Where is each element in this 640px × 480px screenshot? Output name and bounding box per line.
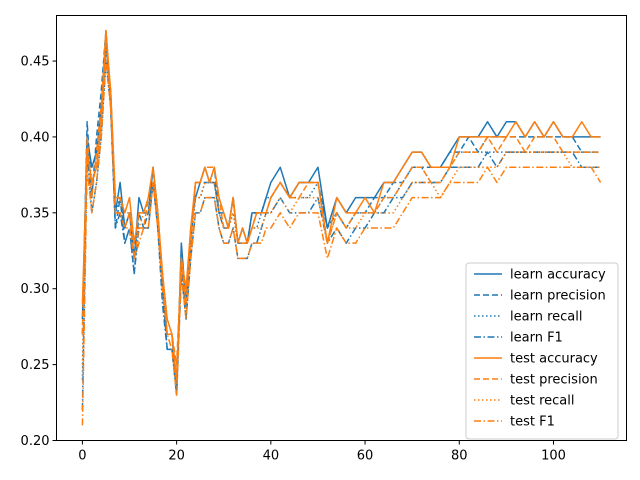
legend-box: [465, 262, 619, 440]
y-tick-label: 0.40: [21, 130, 50, 145]
x-tick-label: 80: [451, 449, 468, 464]
legend-label: test F1: [510, 415, 555, 430]
legend-label: learn precision: [510, 289, 606, 304]
legend-label: test accuracy: [510, 352, 598, 367]
x-tick-label: 60: [357, 449, 374, 464]
legend-label: test recall: [510, 394, 575, 409]
x-axis: 0 20 40 60 80 100: [78, 440, 566, 464]
y-tick-label: 0.25: [21, 358, 50, 373]
x-tick-label: 20: [168, 449, 185, 464]
y-tick-label: 0.45: [21, 55, 50, 70]
legend-label: learn recall: [510, 310, 582, 325]
x-tick-label: 40: [263, 449, 280, 464]
y-tick-label: 0.20: [21, 434, 50, 449]
legend-label: test precision: [510, 373, 598, 388]
x-tick-label: 0: [78, 449, 86, 464]
y-tick-label: 0.30: [21, 282, 50, 297]
series-line-test-precision: [81, 29, 601, 366]
axes-frame: [56, 15, 627, 441]
series-line-test-recall: [81, 45, 601, 381]
x-tick-label: 100: [541, 449, 566, 464]
y-axis: 0.20 0.25 0.30 0.35 0.40 0.45: [21, 55, 57, 449]
y-tick-label: 0.35: [21, 206, 50, 221]
plot-lines: [81, 29, 602, 426]
legend: learn accuracy learn precision learn recal…: [465, 262, 619, 440]
legend-label: learn F1: [510, 331, 563, 346]
series-line-test-f1: [81, 60, 602, 426]
legend-label: learn accuracy: [510, 268, 606, 283]
